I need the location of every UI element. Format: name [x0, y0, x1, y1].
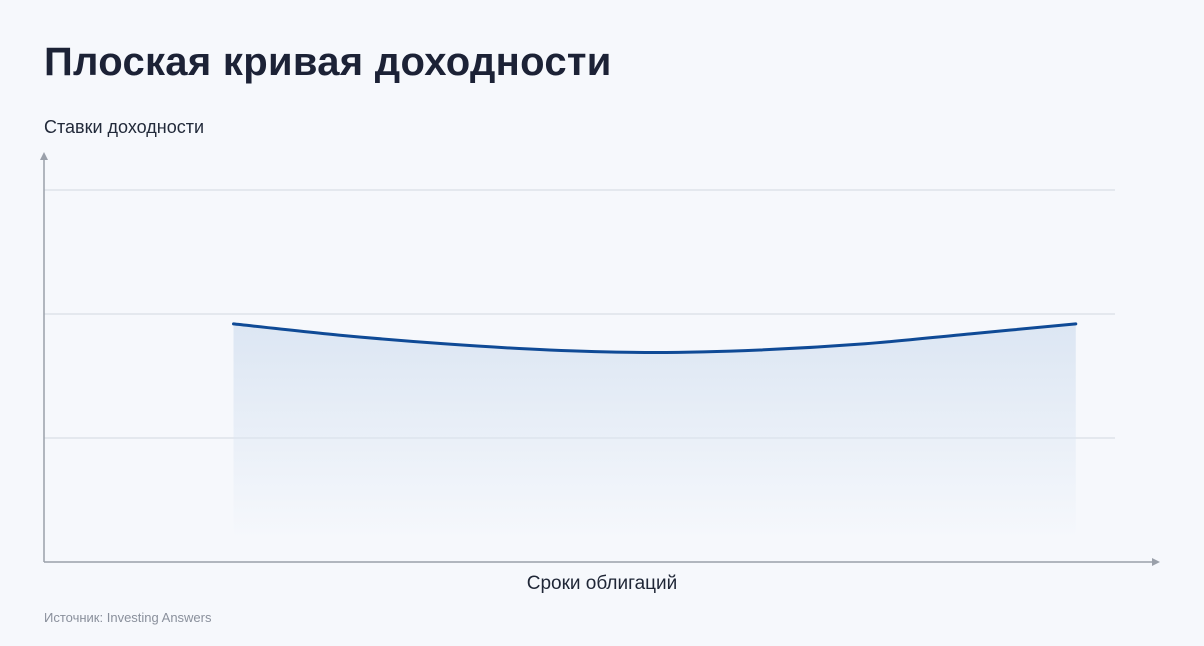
source-note: Источник: Investing Answers	[44, 610, 212, 625]
curve-area-fill	[233, 323, 1076, 540]
y-axis-arrow-icon	[40, 152, 48, 160]
chart-title: Плоская кривая доходности	[44, 40, 612, 84]
x-axis-label: Сроки облигаций	[526, 573, 678, 594]
y-axis-label: Ставки доходности	[44, 117, 205, 137]
x-axis-arrow-icon	[1152, 558, 1160, 566]
yield-curve-line	[232, 322, 1078, 354]
